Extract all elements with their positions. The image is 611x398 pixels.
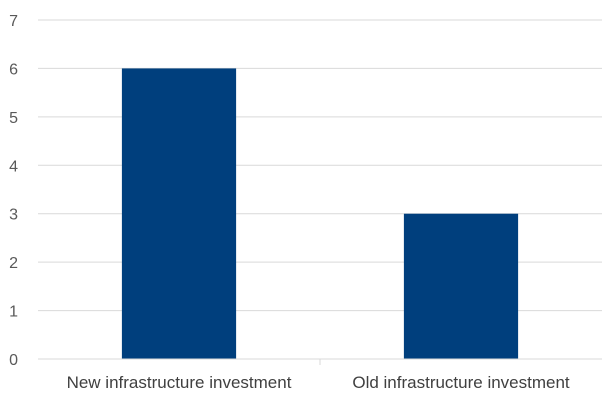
- bar: [403, 213, 519, 359]
- y-tick-label: 4: [9, 158, 18, 175]
- x-category-label: Old infrastructure investment: [352, 373, 570, 392]
- y-tick-label: 7: [9, 13, 18, 30]
- y-tick-label: 0: [9, 352, 18, 369]
- bars: [121, 68, 519, 359]
- x-axis: [38, 358, 602, 365]
- x-axis-category-labels: New infrastructure investment Old infrast…: [67, 373, 570, 392]
- bar: [121, 68, 237, 359]
- y-tick-label: 2: [9, 255, 18, 272]
- y-tick-label: 3: [9, 207, 18, 224]
- y-tick-label: 1: [9, 304, 18, 321]
- y-tick-label: 5: [9, 110, 18, 127]
- y-axis-tick-labels: 0 1 2 3 4 5 6 7: [9, 13, 18, 369]
- x-category-label: New infrastructure investment: [67, 373, 292, 392]
- y-tick-label: 6: [9, 61, 18, 78]
